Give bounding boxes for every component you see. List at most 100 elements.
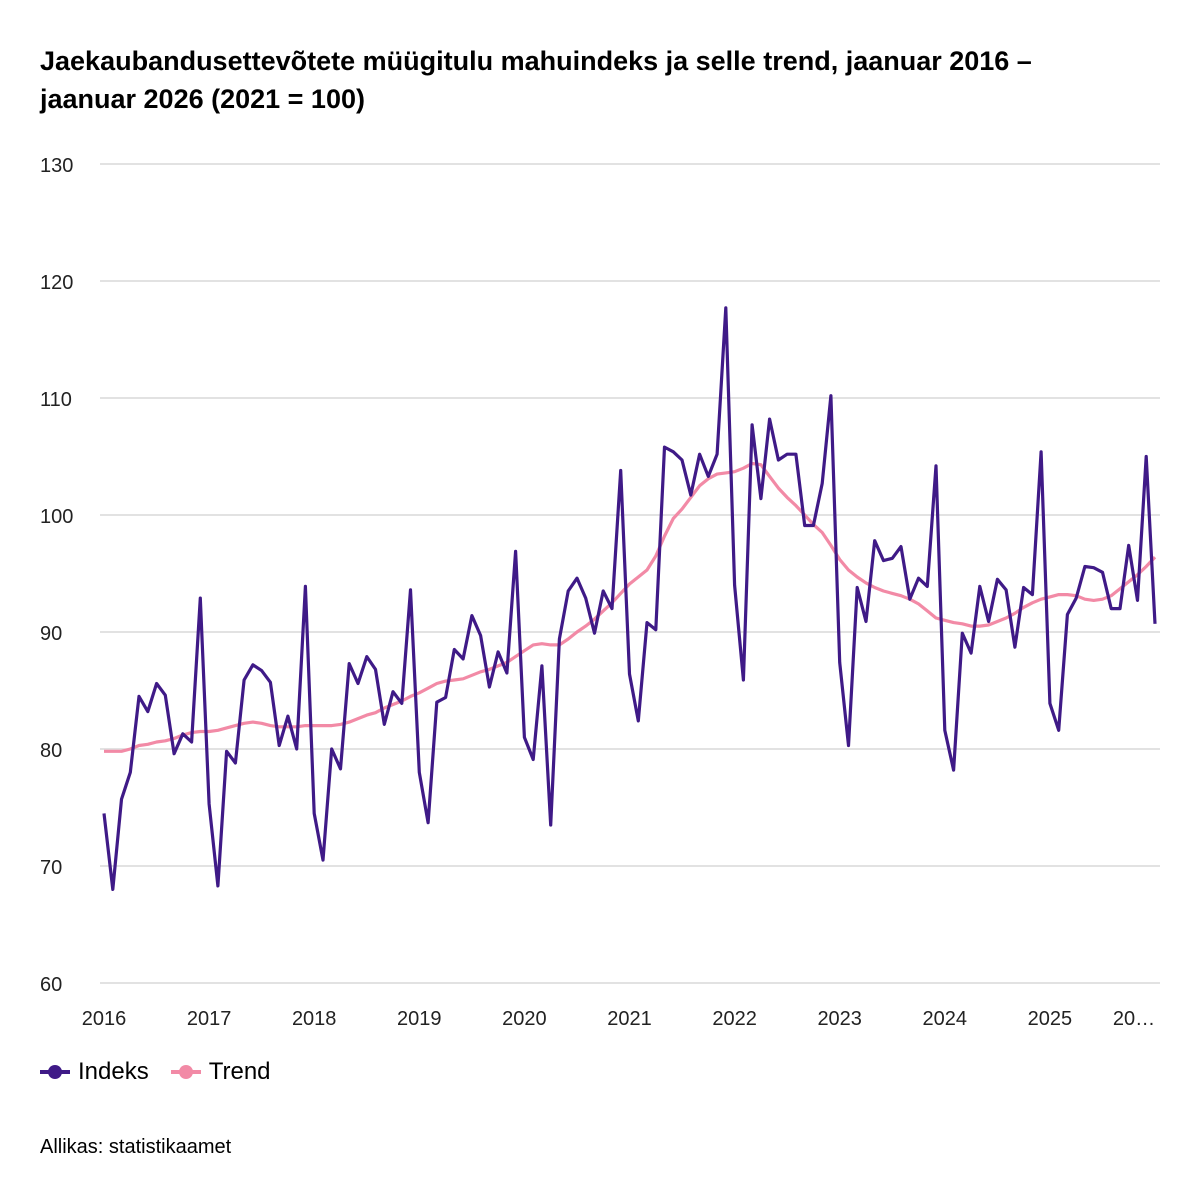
data-point[interactable] <box>268 724 272 728</box>
data-point[interactable] <box>111 887 115 891</box>
data-point[interactable] <box>820 481 824 485</box>
data-point[interactable] <box>952 768 956 772</box>
data-point[interactable] <box>1083 564 1087 568</box>
data-point[interactable] <box>522 649 526 653</box>
data-point[interactable] <box>347 720 351 724</box>
data-point[interactable] <box>347 662 351 666</box>
data-point[interactable] <box>1100 597 1104 601</box>
data-point[interactable] <box>400 701 404 705</box>
data-point[interactable] <box>216 728 220 732</box>
data-point[interactable] <box>155 740 159 744</box>
data-point[interactable] <box>759 463 763 467</box>
data-point[interactable] <box>549 643 553 647</box>
data-point[interactable] <box>1065 612 1069 616</box>
data-point[interactable] <box>470 614 474 618</box>
data-point[interactable] <box>181 732 185 736</box>
data-point[interactable] <box>794 504 798 508</box>
data-point[interactable] <box>260 721 264 725</box>
data-point[interactable] <box>645 568 649 572</box>
data-point[interactable] <box>120 749 124 753</box>
data-point[interactable] <box>1127 580 1131 584</box>
data-point[interactable] <box>155 681 159 685</box>
data-point[interactable] <box>557 637 561 641</box>
data-point[interactable] <box>881 559 885 563</box>
data-point[interactable] <box>1109 607 1113 611</box>
data-point[interactable] <box>864 581 868 585</box>
data-point[interactable] <box>549 823 553 827</box>
data-point[interactable] <box>925 609 929 613</box>
data-point[interactable] <box>987 619 991 623</box>
data-point[interactable] <box>435 700 439 704</box>
data-point[interactable] <box>303 584 307 588</box>
data-point[interactable] <box>111 749 115 753</box>
data-point[interactable] <box>1153 622 1157 626</box>
data-point[interactable] <box>137 743 141 747</box>
data-point[interactable] <box>365 655 369 659</box>
data-point[interactable] <box>680 507 684 511</box>
data-point[interactable] <box>1022 586 1026 590</box>
data-point[interactable] <box>1127 543 1131 547</box>
data-point[interactable] <box>978 584 982 588</box>
data-point[interactable] <box>382 722 386 726</box>
data-point[interactable] <box>768 417 772 421</box>
data-point[interactable] <box>163 693 167 697</box>
data-point[interactable] <box>724 471 728 475</box>
data-point[interactable] <box>846 568 850 572</box>
data-point[interactable] <box>391 690 395 694</box>
data-point[interactable] <box>934 464 938 468</box>
data-point[interactable] <box>321 724 325 728</box>
data-point[interactable] <box>1048 701 1052 705</box>
data-point[interactable] <box>338 767 342 771</box>
data-point[interactable] <box>925 584 929 588</box>
data-point[interactable] <box>225 726 229 730</box>
data-point[interactable] <box>496 664 500 668</box>
data-point[interactable] <box>242 678 246 682</box>
legend-item-indeks[interactable]: Indeks <box>40 1058 149 1086</box>
data-point[interactable] <box>102 811 106 815</box>
data-point[interactable] <box>890 556 894 560</box>
data-point[interactable] <box>531 643 535 647</box>
data-point[interactable] <box>785 452 789 456</box>
data-point[interactable] <box>452 678 456 682</box>
data-point[interactable] <box>435 681 439 685</box>
data-point[interactable] <box>943 618 947 622</box>
data-point[interactable] <box>1004 588 1008 592</box>
data-point[interactable] <box>514 655 518 659</box>
data-point[interactable] <box>776 458 780 462</box>
data-point[interactable] <box>645 621 649 625</box>
data-point[interactable] <box>409 694 413 698</box>
data-point[interactable] <box>636 719 640 723</box>
data-point[interactable] <box>750 423 754 427</box>
data-point[interactable] <box>1048 595 1052 599</box>
data-point[interactable] <box>409 588 413 592</box>
data-point[interactable] <box>426 686 430 690</box>
data-point[interactable] <box>531 758 535 762</box>
data-point[interactable] <box>522 735 526 739</box>
data-point[interactable] <box>102 749 106 753</box>
data-point[interactable] <box>417 691 421 695</box>
data-point[interactable] <box>487 685 491 689</box>
data-point[interactable] <box>452 648 456 652</box>
data-point[interactable] <box>943 728 947 732</box>
data-point[interactable] <box>636 575 640 579</box>
data-point[interactable] <box>374 667 378 671</box>
data-point[interactable] <box>952 621 956 625</box>
data-point[interactable] <box>987 623 991 627</box>
data-point[interactable] <box>610 607 614 611</box>
data-point[interactable] <box>321 858 325 862</box>
data-point[interactable] <box>225 749 229 753</box>
data-point[interactable] <box>1039 450 1043 454</box>
data-point[interactable] <box>575 576 579 580</box>
data-point[interactable] <box>1004 616 1008 620</box>
data-point[interactable] <box>698 452 702 456</box>
legend-item-trend[interactable]: Trend <box>170 1058 271 1086</box>
data-point[interactable] <box>829 394 833 398</box>
data-point[interactable] <box>470 673 474 677</box>
data-point[interactable] <box>741 678 745 682</box>
data-point[interactable] <box>978 624 982 628</box>
data-point[interactable] <box>566 637 570 641</box>
data-point[interactable] <box>899 545 903 549</box>
data-point[interactable] <box>1092 566 1096 570</box>
data-point[interactable] <box>995 619 999 623</box>
data-point[interactable] <box>233 724 237 728</box>
